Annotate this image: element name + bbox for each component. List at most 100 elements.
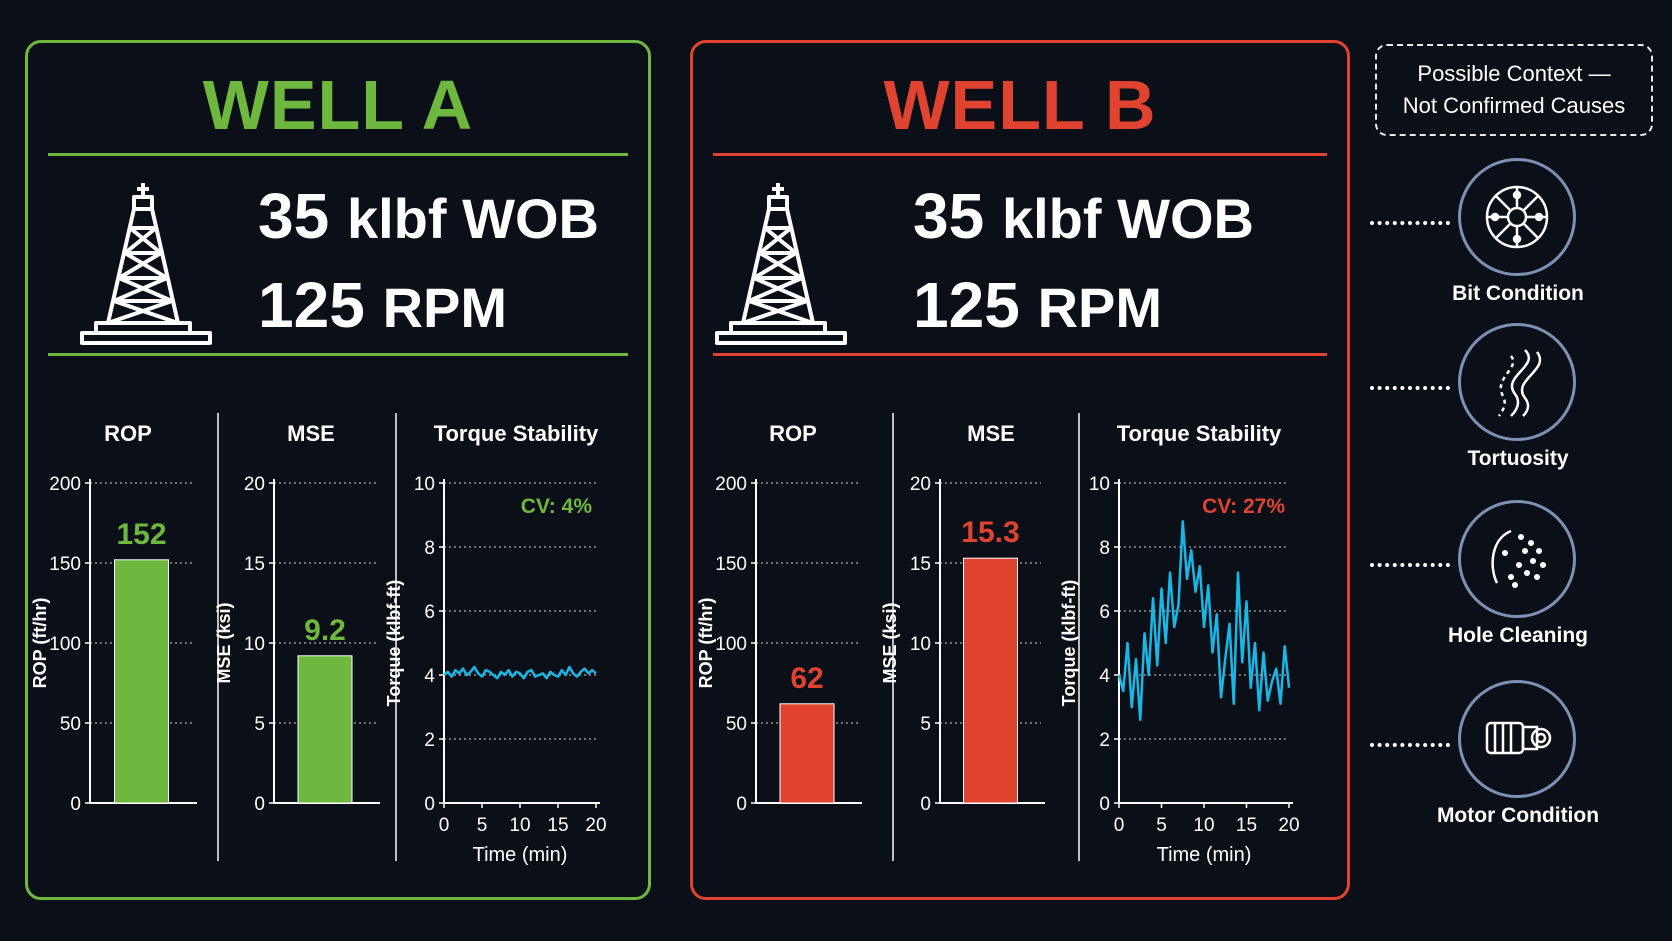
wellbore-path-icon	[1458, 323, 1576, 441]
cause-label: Bit Condition	[1452, 282, 1584, 305]
chart-2: Torque Stability 0 2 4 6 8 10 Torque (klbf-ft) 0…	[384, 421, 607, 866]
divider	[713, 353, 1327, 356]
connector-dots	[1370, 743, 1450, 747]
well-a-title: WELL A	[202, 66, 474, 144]
divider	[48, 153, 628, 156]
y-tick-label: 0	[736, 794, 747, 815]
x-tick-label: 15	[1236, 815, 1257, 836]
context-note-line-1: Possible Context —	[1417, 61, 1611, 86]
x-tick-label: 20	[585, 815, 606, 836]
drilling-parameters: 35 klbf WOB 125 RPM	[258, 173, 599, 351]
bar-value-label: 15.3	[961, 516, 1019, 549]
rpm-unit: RPM	[382, 276, 508, 339]
chart-0: ROP 0 50 100 150 200 ROP (ft/hr) 152	[30, 421, 197, 815]
x-tick-label: 10	[1193, 815, 1214, 836]
y-tick-label: 10	[910, 634, 931, 655]
y-tick-label: 0	[70, 794, 81, 815]
y-tick-label: 20	[910, 474, 931, 495]
chart-title: Torque Stability	[1117, 421, 1282, 446]
context-sidebar: Possible Context — Not Confirmed Causes …	[1370, 40, 1660, 900]
chart-title: Torque Stability	[434, 421, 599, 446]
x-tick-label: 10	[509, 815, 530, 836]
cause-motor-condition: Motor Condition	[1370, 680, 1660, 830]
bar-value-label: 152	[116, 518, 166, 551]
context-note: Possible Context — Not Confirmed Causes	[1375, 44, 1653, 136]
bar	[297, 655, 353, 804]
cause-label: Hole Cleaning	[1447, 624, 1589, 647]
bar	[114, 559, 169, 804]
y-tick-label: 150	[715, 554, 747, 575]
well-a-charts: ROP 0 50 100 150 200 ROP (ft/hr) 152 MSE 0 5 10 15 20…	[28, 383, 648, 883]
context-note-line-2: Not Confirmed Causes	[1402, 93, 1626, 118]
well-b-charts: ROP 0 50 100 150 200 ROP (ft/hr) 62 MSE 0 5 10 15 20 M…	[693, 383, 1347, 883]
cause-hole-cleaning: Hole Cleaning	[1370, 500, 1660, 650]
bar-value-label: 9.2	[304, 614, 346, 647]
chart-title: ROP	[769, 421, 817, 446]
y-tick-label: 6	[1099, 602, 1110, 623]
connector-dots	[1370, 386, 1450, 390]
torque-series-line	[443, 665, 597, 680]
y-tick-label: 5	[920, 714, 931, 735]
y-tick-label: 0	[920, 794, 931, 815]
x-tick-label: 15	[547, 815, 568, 836]
chart-title: ROP	[104, 421, 152, 446]
rpm-value: 125	[258, 269, 365, 341]
x-tick-label: 0	[439, 815, 450, 836]
cause-label: Tortuosity	[1467, 447, 1569, 470]
chart-4: MSE 0 5 10 15 20 MSE (ksi) 15.3	[880, 421, 1045, 815]
y-axis-label: ROP (ft/hr)	[30, 598, 50, 689]
y-tick-label: 8	[1099, 538, 1110, 559]
drilling-parameters: 35 klbf WOB 125 RPM	[913, 173, 1254, 351]
divider	[713, 153, 1327, 156]
y-tick-label: 0	[254, 794, 265, 815]
x-tick-label: 5	[1156, 815, 1167, 836]
rpm-unit: RPM	[1037, 276, 1163, 339]
y-axis-label: Torque (klbf-ft)	[384, 580, 404, 707]
y-tick-label: 150	[49, 554, 81, 575]
bar	[963, 557, 1018, 804]
divider	[48, 353, 628, 356]
cause-label: Motor Condition	[1436, 804, 1600, 827]
drilling-rig-icon	[713, 173, 853, 353]
chart-title: MSE	[287, 421, 335, 446]
chart-5: Torque Stability 0 2 4 6 8 10 Torque (klbf-ft) 0…	[1059, 421, 1300, 866]
y-tick-label: 4	[1099, 666, 1110, 687]
y-tick-label: 5	[254, 714, 265, 735]
y-tick-label: 15	[244, 554, 265, 575]
y-tick-label: 10	[244, 634, 265, 655]
wob-unit: klbf WOB	[346, 187, 599, 250]
y-tick-label: 2	[424, 730, 435, 751]
y-tick-label: 8	[424, 538, 435, 559]
mud-motor-icon	[1458, 680, 1576, 798]
x-tick-label: 5	[477, 815, 488, 836]
y-tick-label: 4	[424, 666, 435, 687]
chart-title: MSE	[967, 421, 1015, 446]
well-a-panel: WELL A 35 klbf WOB 125 RPM ROP 0 50 100 150 2…	[25, 40, 651, 900]
y-tick-label: 100	[715, 634, 747, 655]
wob-unit: klbf WOB	[1001, 187, 1254, 250]
cv-annotation: CV: 27%	[1202, 495, 1285, 518]
y-tick-label: 2	[1099, 730, 1110, 751]
chart-3: ROP 0 50 100 150 200 ROP (ft/hr) 62	[696, 421, 862, 815]
bar	[779, 703, 835, 804]
y-tick-label: 10	[414, 474, 435, 495]
cause-tortuosity: Tortuosity	[1370, 323, 1660, 473]
x-tick-label: 20	[1278, 815, 1299, 836]
y-axis-label: Torque (klbf-ft)	[1059, 580, 1079, 707]
y-axis-label: MSE (ksi)	[880, 602, 900, 683]
torque-series-line	[1117, 520, 1291, 722]
y-tick-label: 50	[60, 714, 81, 735]
cv-annotation: CV: 4%	[521, 495, 593, 518]
wob-value: 35	[913, 180, 985, 252]
drill-bit-icon	[1458, 158, 1576, 276]
y-tick-label: 100	[49, 634, 81, 655]
cause-bit-condition: Bit Condition	[1370, 158, 1660, 308]
y-tick-label: 15	[910, 554, 931, 575]
y-tick-label: 50	[726, 714, 747, 735]
well-b-title: WELL B	[883, 66, 1157, 144]
wob-value: 35	[258, 180, 330, 252]
y-tick-label: 20	[244, 474, 265, 495]
cuttings-icon	[1458, 500, 1576, 618]
